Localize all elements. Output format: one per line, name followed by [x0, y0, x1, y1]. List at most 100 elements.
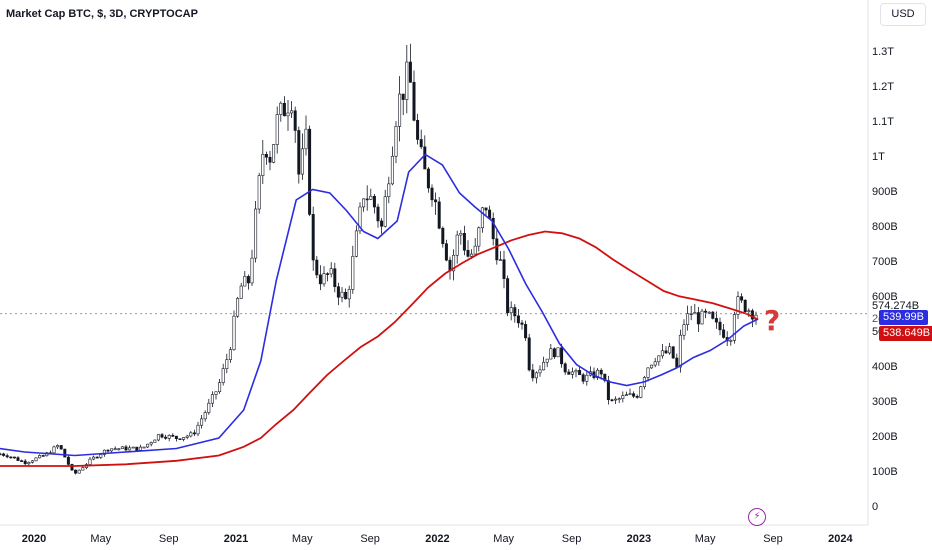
- candle-body: [214, 391, 218, 395]
- slow-ma-price-tag: 538.649B: [879, 326, 932, 342]
- candle-body: [110, 448, 114, 452]
- candle-body: [405, 61, 409, 100]
- candle-body: [182, 437, 186, 440]
- candle-body: [2, 453, 6, 456]
- candle-body: [455, 234, 459, 256]
- candle-body: [376, 206, 380, 222]
- candle-body: [513, 307, 517, 317]
- time-axis-tick-label: 2023: [626, 533, 652, 545]
- candle-body: [9, 456, 13, 459]
- candle-body: [261, 153, 265, 176]
- candle-body: [491, 217, 495, 240]
- candle-body: [426, 168, 430, 189]
- time-axis-tick-label: May: [90, 533, 112, 545]
- candle-body: [52, 446, 56, 454]
- candle-body: [99, 454, 103, 458]
- candle-body: [275, 114, 279, 145]
- price-axis-tick-label: 1T: [872, 151, 885, 163]
- candle-body: [146, 443, 150, 448]
- candle-body: [437, 201, 441, 229]
- price-axis-tick-label: 0: [872, 501, 879, 513]
- candle-body: [59, 445, 63, 450]
- candle-body: [347, 289, 351, 300]
- candle-body: [66, 456, 70, 465]
- candle-body: [668, 346, 672, 354]
- candle-body: [344, 291, 348, 300]
- price-axis-tick-label: 800B: [872, 221, 898, 233]
- candle-body: [434, 199, 438, 203]
- candle-body: [74, 469, 78, 474]
- candle-body: [326, 273, 330, 275]
- candle-body: [704, 310, 708, 313]
- candle-body: [354, 230, 358, 257]
- candle-body: [682, 324, 686, 336]
- candle-body: [390, 155, 394, 185]
- chart-title: Market Cap BTC, $, 3D, CRYPTOCAP: [6, 8, 198, 20]
- candle-body: [128, 447, 132, 451]
- candle-body: [711, 311, 715, 319]
- candle-body: [722, 329, 726, 338]
- candle-body: [27, 462, 31, 465]
- candle-body: [106, 449, 110, 452]
- candle-body: [560, 347, 564, 365]
- candle-body: [23, 460, 27, 465]
- lightning-bolt-icon[interactable]: ⚡︎: [748, 508, 766, 526]
- candle-body: [351, 255, 355, 290]
- candle-body: [581, 374, 585, 382]
- candle-body: [34, 457, 38, 462]
- candle-body: [552, 348, 556, 358]
- candle-body: [578, 370, 582, 376]
- candle-body: [394, 126, 398, 157]
- candle-body: [520, 322, 524, 325]
- candle-body: [300, 148, 304, 175]
- candle-body: [664, 350, 668, 354]
- candle-body: [614, 398, 618, 401]
- price-axis-tick-label: 1.3T: [872, 46, 895, 58]
- candle-body: [282, 102, 286, 117]
- candle-body: [113, 448, 117, 450]
- candle-body: [5, 455, 9, 458]
- candle-body: [210, 394, 214, 404]
- price-axis-tick-label: 1.1T: [872, 116, 895, 128]
- candle-body: [311, 214, 315, 261]
- candle-body: [383, 196, 387, 227]
- candle-body: [178, 438, 182, 441]
- candle-body: [272, 144, 276, 163]
- candle-body: [470, 253, 474, 257]
- candle-body: [12, 456, 16, 459]
- candle-body: [660, 350, 664, 357]
- candle-body: [268, 156, 272, 163]
- currency-button[interactable]: USD: [880, 3, 926, 26]
- candle-body: [624, 394, 628, 396]
- candle-body: [315, 259, 319, 276]
- candle-body: [185, 435, 189, 438]
- candle-body: [480, 207, 484, 229]
- candle-body: [398, 93, 402, 127]
- candle-body: [30, 460, 34, 463]
- candle-body: [574, 370, 578, 373]
- candle-body: [174, 435, 178, 440]
- candle-body: [542, 361, 546, 371]
- candle-body: [621, 395, 625, 400]
- candle-body: [657, 355, 661, 363]
- candle-body: [412, 82, 416, 121]
- candle-body: [549, 348, 553, 360]
- price-axis-tick-label: 1.2T: [872, 81, 895, 93]
- candle-body: [207, 402, 211, 413]
- candle-body: [264, 153, 268, 158]
- candle-body: [20, 460, 24, 462]
- candle-body: [135, 446, 139, 451]
- question-mark-annotation: ?: [764, 304, 781, 337]
- candle-body: [38, 455, 42, 459]
- candle-body: [419, 139, 423, 148]
- candle-body: [502, 259, 506, 279]
- candle-body: [585, 374, 589, 382]
- candle-body: [678, 334, 682, 368]
- candle-body: [570, 371, 574, 375]
- candle-body: [387, 183, 391, 198]
- candle-body: [628, 393, 632, 395]
- candle-body: [693, 312, 697, 315]
- price-axis-tick-label: 900B: [872, 186, 898, 198]
- candle-body: [740, 296, 744, 301]
